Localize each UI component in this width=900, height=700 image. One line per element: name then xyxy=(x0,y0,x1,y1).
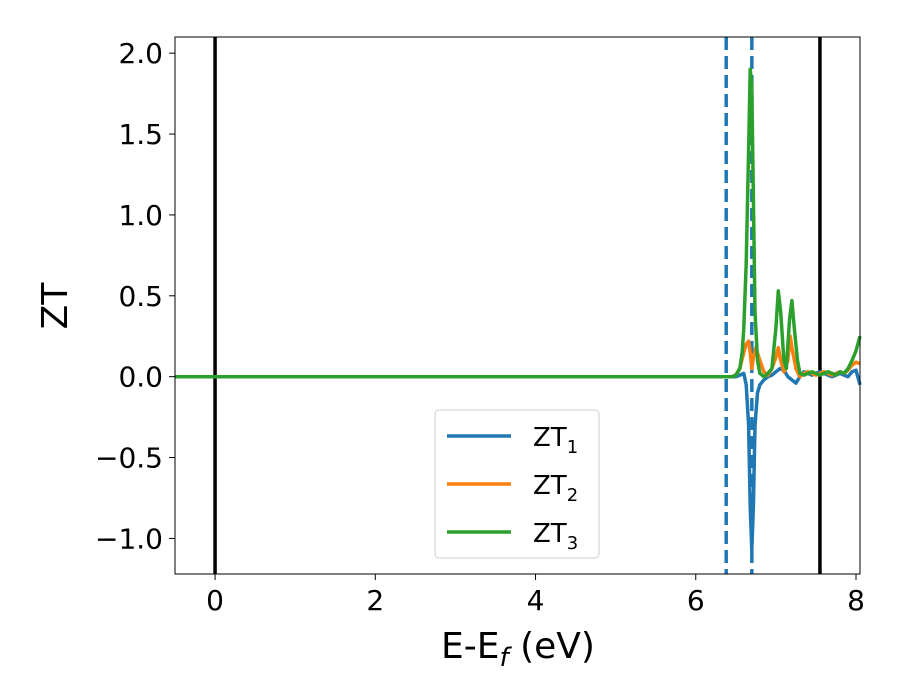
reference-lines xyxy=(213,37,822,574)
series-group xyxy=(175,67,862,552)
x-tick-label: 0 xyxy=(206,584,224,617)
y-tick-label: −1.0 xyxy=(95,522,163,555)
y-tick-label: 0.0 xyxy=(118,361,163,394)
y-tick-label: 1.5 xyxy=(118,118,163,151)
x-tick-label: 6 xyxy=(687,584,705,617)
legend: ZT1 ZT2 ZT3 xyxy=(434,409,600,559)
legend-box xyxy=(434,409,600,559)
x-axis-title-unit: (eV) xyxy=(509,626,595,667)
x-tick-label: 8 xyxy=(847,584,865,617)
legend-label-2: ZT2 xyxy=(533,471,578,506)
x-axis-title-main: E-E xyxy=(441,626,499,667)
y-tick-label: 1.0 xyxy=(118,199,163,232)
y-tick-label: −0.5 xyxy=(95,442,163,475)
series-line-3 xyxy=(175,67,862,379)
y-axis-title: ZT xyxy=(35,282,76,330)
x-axis-title: E-Ef (eV) xyxy=(441,626,595,673)
x-tick-label: 4 xyxy=(527,584,545,617)
y-tick-label: 2.0 xyxy=(118,37,163,70)
legend-label-1: ZT1 xyxy=(533,423,578,458)
y-tick-label: 0.5 xyxy=(118,280,163,313)
x-axis-ticks: 0 2 4 6 8 xyxy=(206,574,865,617)
y-axis-ticks: 2.0 1.5 1.0 0.5 0.0 −0.5 −1.0 xyxy=(95,37,175,555)
legend-label-3: ZT3 xyxy=(533,519,578,554)
plot-frame xyxy=(174,36,861,575)
x-tick-label: 2 xyxy=(366,584,384,617)
